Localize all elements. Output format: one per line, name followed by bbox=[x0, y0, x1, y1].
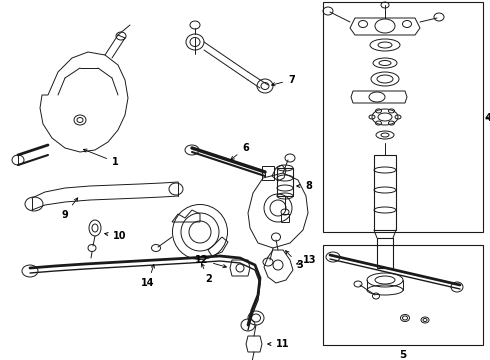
Text: 3: 3 bbox=[286, 251, 303, 270]
Text: 6: 6 bbox=[231, 143, 249, 160]
Text: 4: 4 bbox=[484, 113, 490, 123]
Bar bbox=[377, 238, 393, 268]
Bar bbox=[323, 245, 483, 345]
Bar bbox=[277, 168, 293, 196]
Text: 5: 5 bbox=[399, 350, 407, 360]
Text: 10: 10 bbox=[105, 231, 126, 241]
Text: 1: 1 bbox=[83, 149, 119, 167]
Text: 13: 13 bbox=[296, 255, 317, 265]
Text: 2: 2 bbox=[201, 264, 212, 284]
Text: 9: 9 bbox=[61, 198, 78, 220]
Bar bbox=[323, 2, 483, 232]
Bar bbox=[374, 155, 396, 230]
Text: 12: 12 bbox=[195, 255, 226, 268]
Bar bbox=[262, 166, 274, 180]
Text: 8: 8 bbox=[297, 181, 312, 191]
Text: 7: 7 bbox=[271, 75, 295, 86]
Text: 11: 11 bbox=[268, 339, 290, 349]
Text: 14: 14 bbox=[141, 265, 155, 288]
